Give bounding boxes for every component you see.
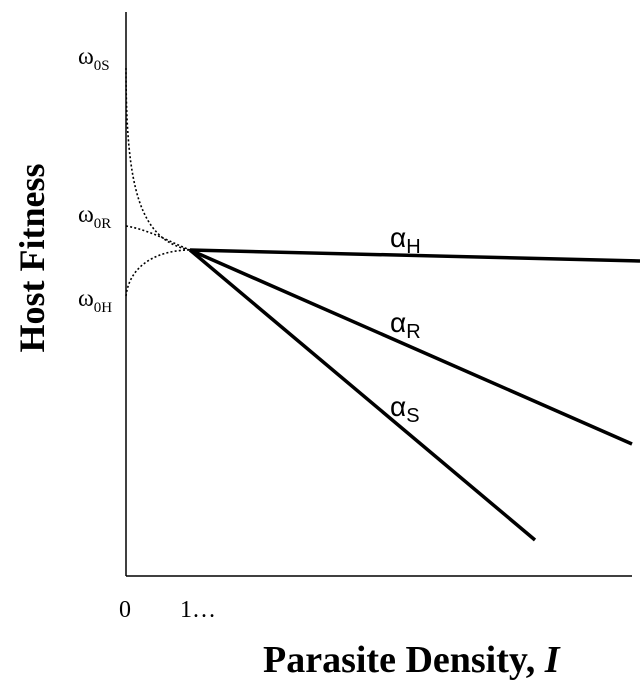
dotted-curve-r [125, 225, 191, 251]
line-alpha-s [188, 248, 537, 542]
line-alpha-r [189, 248, 633, 446]
alpha-r-label: αR [390, 307, 421, 343]
dotted-curve-s [125, 67, 191, 251]
alpha-h-sub: H [406, 236, 420, 258]
x-tick-0: 0 [119, 597, 131, 623]
alpha-r-sub: R [406, 321, 420, 343]
omega-0h-base: ω [78, 286, 94, 312]
alpha-s-base: α [390, 391, 406, 422]
alpha-s-label: αS [390, 391, 420, 427]
x-axis-title-var: I [544, 639, 561, 680]
alpha-h-base: α [390, 222, 406, 253]
omega-0s-base: ω [78, 44, 94, 70]
alpha-h-label: αH [390, 222, 421, 258]
omega-0s-sub: 0S [94, 58, 110, 74]
omega-0h-sub: 0H [94, 300, 113, 316]
omega-0h-label: ω0H [78, 286, 112, 316]
omega-0s-label: ω0S [78, 44, 110, 74]
alpha-s-sub: S [406, 405, 419, 427]
x-axis-title: Parasite Density, I [263, 639, 561, 680]
omega-0r-label: ω0R [78, 202, 111, 232]
x-tick-1: 1… [180, 597, 216, 623]
x-axis-title-main: Parasite Density, [263, 639, 545, 680]
alpha-r-base: α [390, 307, 406, 338]
dotted-curve-h [125, 249, 191, 297]
omega-0r-base: ω [78, 202, 94, 228]
omega-0r-sub: 0R [94, 216, 112, 232]
y-axis-title: Host Fitness [12, 164, 52, 353]
line-alpha-h [189, 248, 640, 263]
